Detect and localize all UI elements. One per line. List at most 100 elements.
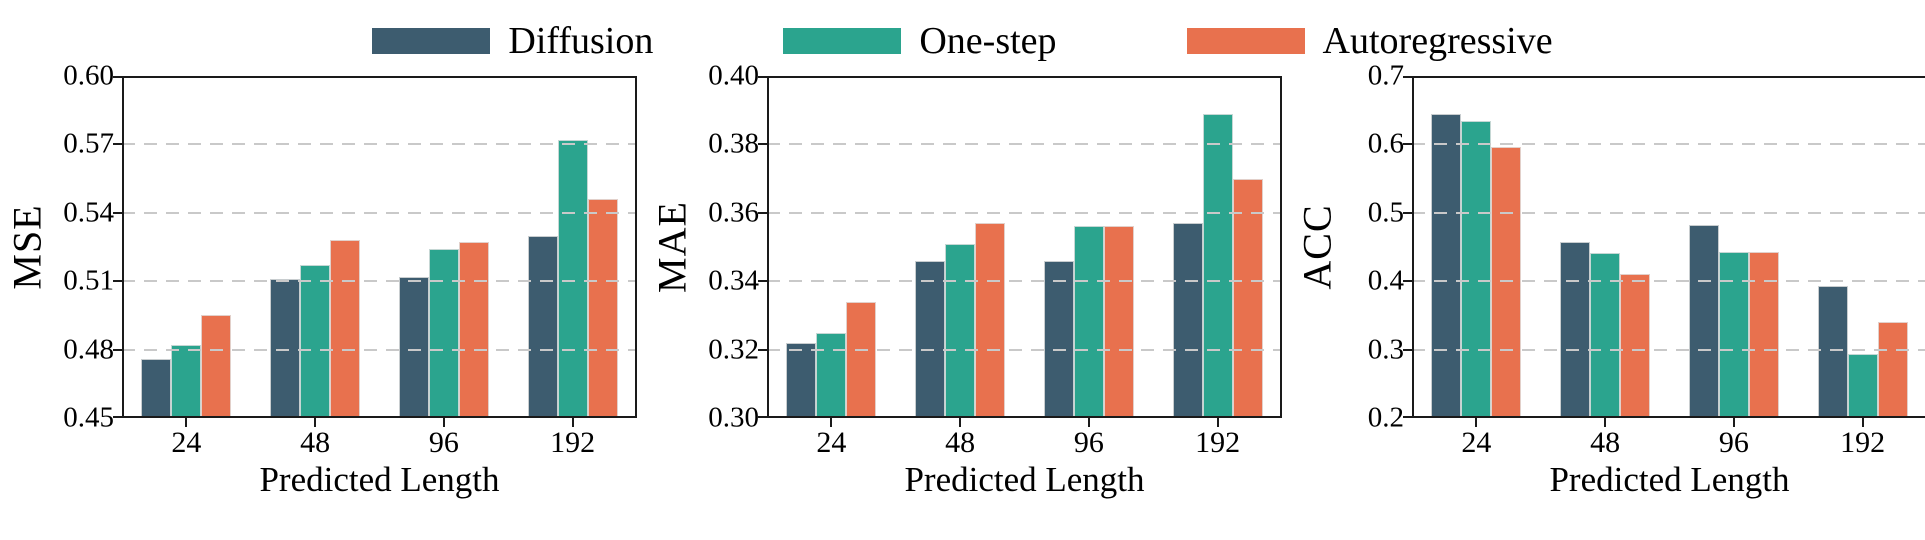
y-axis-title-col-mae: MAE xyxy=(649,76,695,418)
y-tick-label: 0.32 xyxy=(708,333,759,366)
bar-mae-diffusion-96 xyxy=(1043,260,1074,418)
x-tickmark xyxy=(1216,418,1219,427)
bar-mae-autoregressive-192 xyxy=(1232,178,1263,418)
legend-label-autoregressive: Autoregressive xyxy=(1322,20,1553,62)
gridline xyxy=(1412,280,1925,283)
y-tick-label: 0.51 xyxy=(63,264,114,297)
y-tick-labels-mse: 0.45 0.48 0.51 0.54 0.57 0.60 xyxy=(50,61,122,432)
y-tick-label: 0.7 xyxy=(1367,59,1404,92)
x-tickmark xyxy=(185,418,188,427)
x-tick-label: 24 xyxy=(816,426,847,459)
bar-mse-diffusion-192 xyxy=(527,235,558,418)
y-tickmark xyxy=(758,348,767,351)
panel-mae: MAE 0.30 0.32 0.34 0.36 0.38 0.40 24 48 96 192 Pred… xyxy=(649,61,1282,497)
legend-swatch-one-step-icon xyxy=(783,28,902,54)
x-tickmark xyxy=(959,418,962,427)
y-tick-label: 0.6 xyxy=(1367,127,1404,160)
x-axis-title-acc: Predicted Length xyxy=(1549,460,1790,499)
bar-acc-one-step-96 xyxy=(1718,252,1749,418)
x-tickmark xyxy=(830,418,833,427)
panel-acc: ACC 0.2 0.3 0.4 0.5 0.6 0.7 24 48 96 192 Predicted … xyxy=(1294,61,1925,499)
y-tickmark xyxy=(1403,416,1412,418)
x-tickmark xyxy=(1861,418,1864,427)
plot-area-mse xyxy=(113,76,637,427)
x-tick-label: 192 xyxy=(1195,426,1241,459)
gridline xyxy=(122,211,637,214)
x-tick-label: 192 xyxy=(1840,426,1886,459)
legend-item-autoregressive: Autoregressive xyxy=(1186,20,1553,62)
gridline xyxy=(767,143,1282,146)
x-tickmark xyxy=(1087,418,1090,427)
x-tickmark xyxy=(571,418,574,427)
bar-mse-one-step-48 xyxy=(300,265,331,418)
bar-mae-one-step-96 xyxy=(1073,226,1104,418)
x-tickmark xyxy=(442,418,445,427)
x-tick-label: 48 xyxy=(300,426,331,459)
chart-panels: MSE 0.45 0.48 0.51 0.54 0.57 0.60 24 48 96 192 Pred… xyxy=(0,61,1925,499)
bar-acc-diffusion-96 xyxy=(1688,225,1719,418)
gridline xyxy=(122,143,637,146)
y-tick-label: 0.48 xyxy=(63,333,114,366)
bar-acc-diffusion-24 xyxy=(1431,113,1462,418)
plot-wrap-acc: 24 48 96 192 Predicted Length xyxy=(1403,76,1925,499)
y-tick-label: 0.45 xyxy=(63,401,114,434)
x-tick-label: 96 xyxy=(1718,426,1749,459)
plot-area-mae xyxy=(758,76,1282,427)
x-tick-label: 192 xyxy=(550,426,596,459)
plot-wrap-mse: 24 48 96 192 Predicted Length xyxy=(113,76,637,499)
bar-mae-autoregressive-24 xyxy=(846,301,877,418)
y-tickmark xyxy=(113,280,122,283)
y-axis-title-acc: ACC xyxy=(1294,204,1340,290)
bar-mae-one-step-192 xyxy=(1202,113,1233,418)
gridline xyxy=(1412,211,1925,214)
x-tickmark xyxy=(1604,418,1607,427)
bar-mse-autoregressive-48 xyxy=(330,240,361,418)
x-tick-label: 48 xyxy=(1590,426,1621,459)
x-tickmark xyxy=(1475,418,1478,427)
gridline xyxy=(767,280,1282,283)
y-tick-label: 0.3 xyxy=(1367,333,1404,366)
x-axis-title-mse: Predicted Length xyxy=(259,460,500,499)
y-tick-label: 0.38 xyxy=(708,127,759,160)
bar-acc-autoregressive-48 xyxy=(1620,274,1651,418)
bar-mse-autoregressive-24 xyxy=(201,315,232,418)
x-tick-labels-mae: 24 48 96 192 xyxy=(767,418,1282,458)
y-tickmark xyxy=(113,76,122,78)
y-tickmark xyxy=(1403,143,1412,146)
bar-mse-one-step-24 xyxy=(171,345,202,418)
legend-item-one-step: One-step xyxy=(783,20,1057,62)
y-tickmark xyxy=(1403,280,1412,283)
y-tickmark xyxy=(113,416,122,418)
y-tick-label: 0.36 xyxy=(708,196,759,229)
y-tick-label: 0.4 xyxy=(1367,264,1404,297)
y-tickmark xyxy=(758,143,767,146)
bar-acc-one-step-24 xyxy=(1461,121,1492,418)
bar-acc-diffusion-48 xyxy=(1560,241,1591,418)
y-tick-labels-acc: 0.2 0.3 0.4 0.5 0.6 0.7 xyxy=(1340,61,1412,432)
x-tick-labels-acc: 24 48 96 192 xyxy=(1412,418,1925,458)
x-tick-label: 96 xyxy=(428,426,459,459)
legend-swatch-autoregressive-icon xyxy=(1186,28,1305,54)
bar-acc-autoregressive-96 xyxy=(1748,252,1779,418)
y-tickmark xyxy=(758,280,767,283)
bar-mae-one-step-24 xyxy=(816,332,847,418)
y-tickmark xyxy=(758,76,767,78)
y-axis-title-col-mse: MSE xyxy=(4,76,50,418)
bar-acc-one-step-48 xyxy=(1590,253,1621,418)
x-tickmark xyxy=(1732,418,1735,427)
x-tick-labels-mse: 24 48 96 192 xyxy=(122,418,637,458)
bar-mse-one-step-96 xyxy=(428,249,459,418)
y-tick-labels-mae: 0.30 0.32 0.34 0.36 0.38 0.40 xyxy=(695,61,767,432)
bar-acc-diffusion-192 xyxy=(1817,286,1848,418)
bar-mse-autoregressive-96 xyxy=(458,242,489,418)
x-tick-label: 96 xyxy=(1073,426,1104,459)
gridline xyxy=(767,211,1282,214)
bar-acc-autoregressive-24 xyxy=(1491,147,1522,418)
y-tickmark xyxy=(113,348,122,351)
legend-swatch-diffusion-icon xyxy=(372,28,491,54)
legend-label-one-step: One-step xyxy=(919,20,1057,62)
gridline xyxy=(1412,348,1925,351)
bar-mse-diffusion-96 xyxy=(398,276,429,418)
plot-area-acc xyxy=(1403,76,1925,427)
